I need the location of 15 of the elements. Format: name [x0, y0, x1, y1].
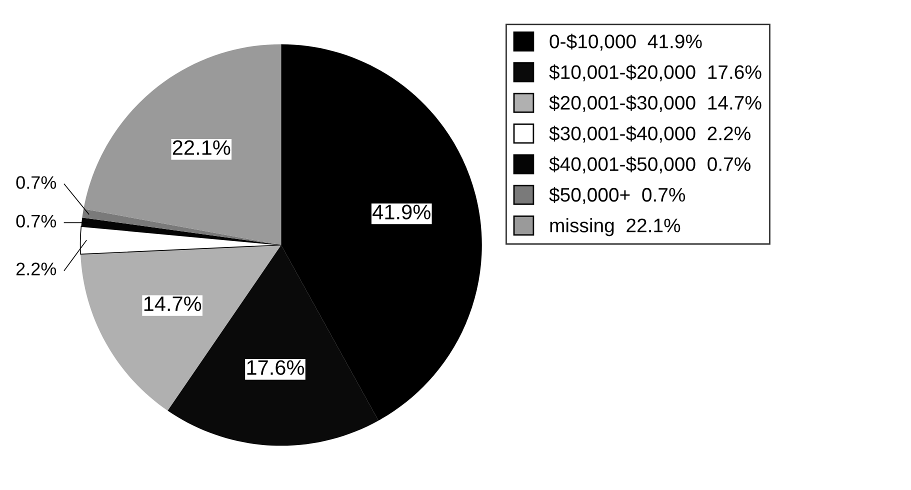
legend-label: $30,001-$40,000 2.2% [549, 126, 750, 143]
legend-label: $50,000+ 0.7% [549, 187, 686, 204]
legend-label: $40,001-$50,000 0.7% [549, 156, 750, 174]
data-label: 14.7% [144, 296, 202, 312]
legend-label: $20,001-$30,000 14.7% [549, 95, 762, 112]
legend-label: $10,001-$20,000 17.6% [549, 64, 762, 82]
data-label: 2.2% [16, 262, 56, 276]
data-label: 22.1% [172, 140, 230, 155]
data-label: 0.7% [16, 176, 56, 189]
data-label: 41.9% [372, 204, 430, 220]
legend-label: 0-$10,000 41.9% [550, 34, 702, 51]
legend-label: missing 22.1% [550, 218, 680, 236]
pie-slice [84, 44, 282, 245]
data-label: 0.7% [16, 214, 56, 228]
data-label: 17.6% [247, 360, 304, 375]
